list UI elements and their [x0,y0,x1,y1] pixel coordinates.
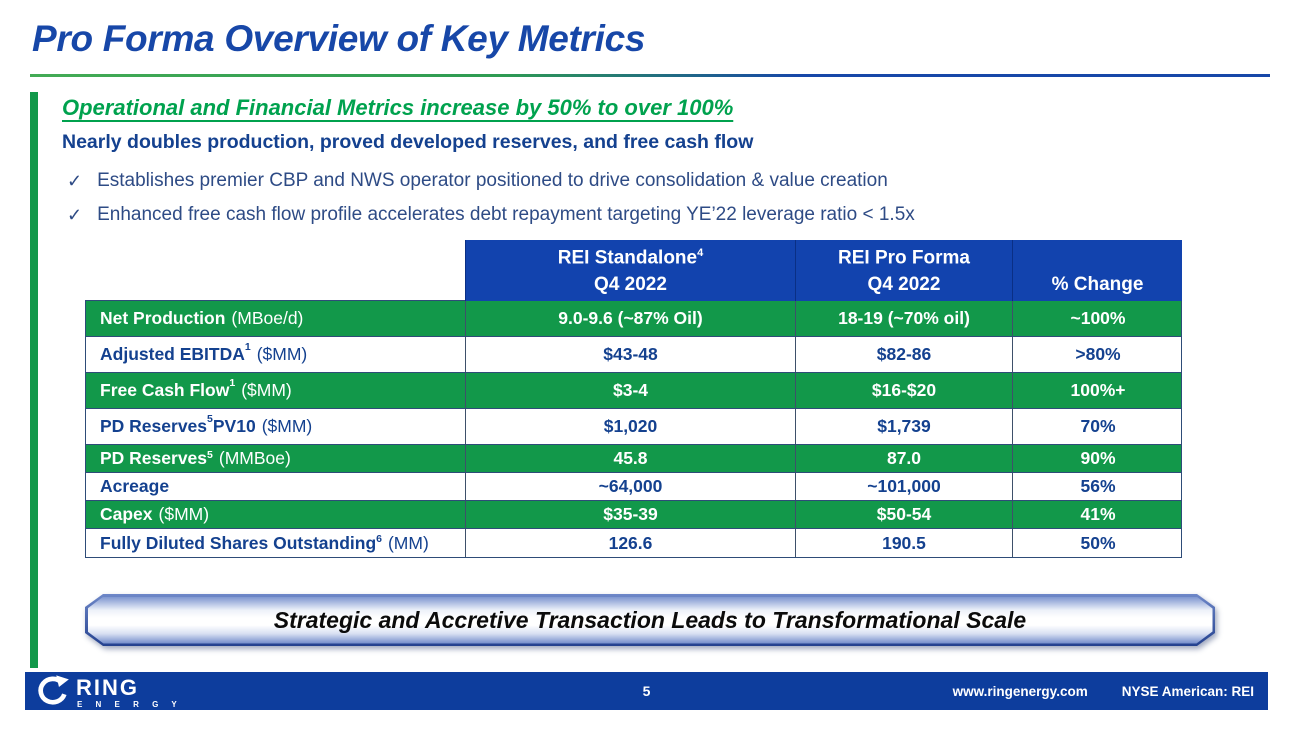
website-link[interactable]: www.ringenergy.com [952,683,1088,699]
page-number: 5 [642,683,651,699]
table-cell: $1,020 [466,409,796,444]
bullet-item: ✓ Enhanced free cash flow profile accele… [67,203,915,227]
summary-banner: Strategic and Accretive Transaction Lead… [85,594,1215,646]
banner-fill: Strategic and Accretive Transaction Lead… [88,597,1213,644]
table-header-proforma: REI Pro Forma Q4 2022 [795,240,1012,302]
table-cell: 87.0 [796,445,1013,472]
table-row-adjusted-ebitda: Adjusted EBITDA 1 ($MM) $43-48 $82-86 >80% [86,337,1181,373]
table-header-spacer [85,240,465,301]
table-cell: 70% [1080,416,1116,436]
table-cell: $50-54 [796,501,1013,528]
table-cell: $43-48 [466,337,796,372]
table-cell: 100%+ [1070,380,1126,400]
section-subheading: Nearly doubles production, proved develo… [62,131,754,153]
logo-swoosh-icon [38,675,69,705]
ticker-label: NYSE American: REI [1121,683,1254,699]
table-body: Net Production (MBoe/d) 9.0-9.6 (~87% Oil… [85,300,1182,558]
bullet-list: ✓ Establishes premier CBP and NWS operat… [67,169,915,237]
table-row-pd-reserves-mmboe: PD Reserves 5 (MMBoe) 45.8 87.0 90% [86,445,1181,473]
table-header-standalone: REI Standalone4 Q4 2022 [465,240,795,302]
table-header-row: REI Standalone4 Q4 2022 REI Pro Forma Q4… [85,240,1182,302]
logo-word: RING [76,675,139,700]
table-cell: $1,739 [796,409,1013,444]
table-cell: 126.6 [466,529,796,557]
logo-subword: E N E R G Y [77,700,183,709]
table-row-net-production: Net Production (MBoe/d) 9.0-9.6 (~87% Oil… [86,301,1181,337]
table-cell: $16-$20 [796,373,1013,408]
table-cell: 18-19 (~70% oil) [796,301,1013,336]
table-header-change: % Change [1012,240,1182,302]
table-row-acreage: Acreage ~64,000 ~101,000 56% [86,473,1181,501]
table-cell: 50% [1080,532,1116,553]
table-cell: 41% [1080,504,1116,524]
section-heading: Operational and Financial Metrics increa… [62,95,734,120]
bullet-item: ✓ Establishes premier CBP and NWS operat… [67,169,915,193]
table-cell: 45.8 [466,445,796,472]
ring-energy-logo: RING E N E R G Y [34,674,182,710]
table-row-fully-diluted-shares: Fully Diluted Shares Outstanding 6 (MM) 12… [86,529,1181,557]
table-cell: ~64,000 [466,473,796,500]
table-cell: >80% [1075,344,1121,364]
table-cell: $35-39 [466,501,796,528]
table-row-capex: Capex ($MM) $35-39 $50-54 41% [86,501,1181,529]
banner-text: Strategic and Accretive Transaction Lead… [273,606,1027,633]
left-accent-bar [30,92,38,668]
table-cell: 190.5 [796,529,1013,557]
bullet-text: Establishes premier CBP and NWS operator… [97,170,888,191]
table-cell: $3-4 [466,373,796,408]
table-cell: 56% [1080,476,1116,496]
footer-bar: RING E N E R G Y 5 www.ringenergy.com NY… [25,672,1268,710]
table-row-pd-reserves-pv10: PD Reserves 5 PV10 ($MM) $1,020 $1,739 70% [86,409,1181,445]
table-cell: 9.0-9.6 (~87% Oil) [466,301,796,336]
table-cell: ~100% [1070,308,1126,328]
table-row-free-cash-flow: Free Cash Flow 1 ($MM) $3-4 $16-$20 100%+ [86,373,1181,409]
check-icon: ✓ [67,205,83,225]
table-cell: 90% [1080,448,1116,468]
title-underline [30,74,1270,77]
check-icon: ✓ [67,171,83,191]
bullet-text: Enhanced free cash flow profile accelera… [97,204,915,225]
metrics-table: REI Standalone4 Q4 2022 REI Pro Forma Q4… [85,240,1182,558]
table-cell: $82-86 [796,337,1013,372]
table-cell: ~101,000 [796,473,1013,500]
page-title: Pro Forma Overview of Key Metrics [32,18,646,59]
